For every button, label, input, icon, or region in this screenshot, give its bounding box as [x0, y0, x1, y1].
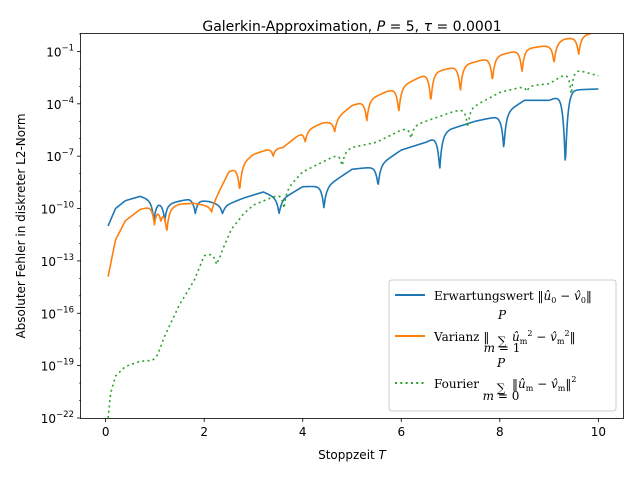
x-tick-label: 8 — [496, 425, 504, 439]
svg-text:P: P — [496, 356, 506, 370]
legend: Erwartungswert ‖û0 − v̂0‖ Varianz ‖ P ∑ … — [388, 279, 617, 412]
y-tick-label: 10−10 — [41, 201, 74, 217]
y-tick-label: 10−16 — [41, 305, 74, 321]
svg-text:‖ûm − v̂m‖2: ‖ûm − v̂m‖2 — [512, 375, 576, 393]
svg-text:Fourier: Fourier — [434, 377, 479, 391]
y-tick-label: 10−7 — [46, 148, 74, 164]
legend-label-erwartungswert: Erwartungswert ‖û0 − v̂0‖ — [434, 289, 592, 305]
y-tick-label: 10−1 — [46, 43, 74, 59]
svg-text:m = 1: m = 1 — [484, 341, 521, 355]
svg-text:ûm2 − v̂m2‖: ûm2 − v̂m2‖ — [512, 329, 576, 346]
y-axis-label: Absoluter Fehler in diskreter L2-Norm — [14, 113, 28, 338]
svg-text:Varianz ‖: Varianz ‖ — [433, 330, 489, 344]
svg-text:P: P — [497, 308, 507, 322]
series-line-varianz — [107, 34, 592, 277]
x-tick-label: 2 — [200, 425, 208, 439]
x-tick-label: 0 — [102, 425, 110, 439]
y-tick-label: 10−13 — [41, 253, 74, 269]
x-tick-label: 4 — [299, 425, 307, 439]
svg-text:∑: ∑ — [498, 334, 507, 348]
y-tick-label: 10−19 — [41, 358, 74, 374]
svg-text:m = 0: m = 0 — [483, 389, 520, 403]
legend-label-varianz: Varianz ‖ P ∑ m = 1 ûm2 − v̂m2‖ — [433, 308, 576, 355]
svg-text:∑: ∑ — [497, 381, 506, 395]
y-tick-label: 10−4 — [46, 96, 74, 112]
series-line-erwartungswert — [107, 88, 599, 227]
x-tick-label: 6 — [397, 425, 405, 439]
legend-label-fourier: Fourier P ∑ m = 0 ‖ûm − v̂m‖2 — [434, 356, 576, 403]
legend-frame — [388, 279, 617, 412]
chart-title: Galerkin-Approximation, P = 5, τ = 0.000… — [202, 19, 501, 35]
x-tick-label: 10 — [591, 425, 606, 439]
y-tick-label: 10−22 — [41, 410, 74, 426]
x-axis-label: Stoppzeit T — [318, 448, 387, 462]
